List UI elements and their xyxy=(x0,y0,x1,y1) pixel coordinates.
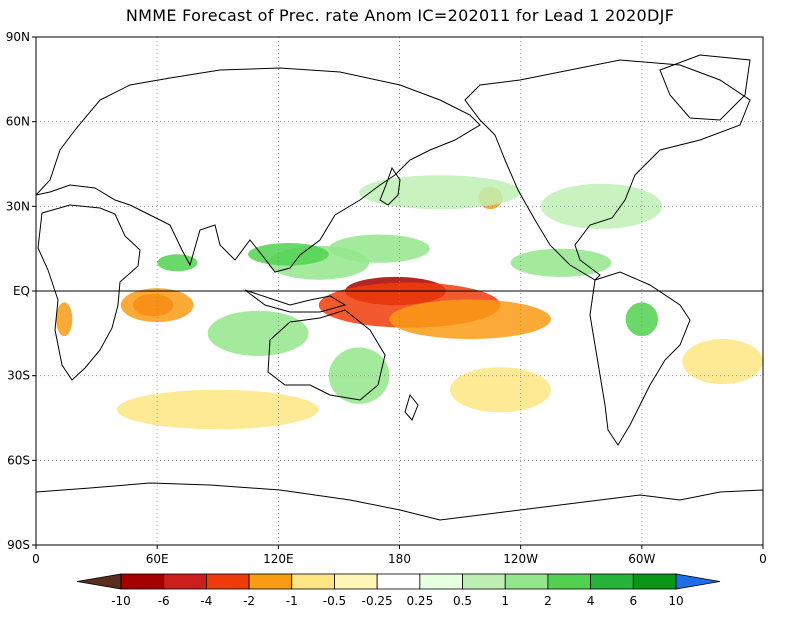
australia-coastline xyxy=(267,309,386,401)
colorbar-label: 0.25 xyxy=(406,594,433,608)
colorbar-label: -10 xyxy=(111,594,131,608)
colorbar-label: 4 xyxy=(587,594,595,608)
colorbar-box xyxy=(632,573,677,590)
colorbar-box xyxy=(120,573,165,590)
lat-label: EQ xyxy=(13,284,30,298)
anomaly-region-15 xyxy=(540,183,663,229)
colorbar-box xyxy=(248,573,293,590)
colorbar-arrow-high xyxy=(675,573,721,590)
colorbar: -10 -6 -4 -2 -1 -0.5 -0.25 0.25 0.5 1 2 4 6 10 xyxy=(76,573,721,608)
colorbar-box xyxy=(205,573,250,590)
indonesia-coastline xyxy=(244,289,347,313)
lat-label: 60N xyxy=(6,115,30,129)
lat-label: 90S xyxy=(7,538,30,552)
anomaly-region-13 xyxy=(510,248,612,277)
eurasia-coastline xyxy=(36,67,481,273)
lat-label: 30N xyxy=(6,199,30,213)
colorbar-label: 0.5 xyxy=(453,594,472,608)
greenland-coastline xyxy=(659,54,751,121)
colorbar-label: -0.25 xyxy=(362,594,393,608)
page-title: NMME Forecast of Prec. rate Anom IC=2020… xyxy=(125,6,675,25)
colorbar-label: -2 xyxy=(243,594,255,608)
colorbar-label: 10 xyxy=(668,594,683,608)
colorbar-box xyxy=(462,573,506,590)
colorbar-box xyxy=(376,573,421,590)
lon-label: 120W xyxy=(503,552,538,566)
anomaly-region-9 xyxy=(328,234,430,263)
anomaly-region-10 xyxy=(207,310,309,356)
anomaly-region-17 xyxy=(116,389,319,430)
south-america-coastline xyxy=(589,271,691,446)
colorbar-box xyxy=(419,573,463,590)
colorbar-box xyxy=(334,573,378,590)
anomaly-region-6 xyxy=(56,302,73,337)
colorbar-box xyxy=(547,573,592,590)
colorbar-box xyxy=(163,573,207,590)
colorbar-box xyxy=(291,573,335,590)
anomaly-region-19 xyxy=(682,338,763,385)
anomaly-region-12 xyxy=(328,347,390,404)
anomaly-region-11 xyxy=(157,254,198,272)
lon-label: 120E xyxy=(263,552,294,566)
colorbar-box xyxy=(504,573,549,590)
colorbar-label: 6 xyxy=(629,594,637,608)
colorbar-label: 2 xyxy=(544,594,552,608)
africa-coastline xyxy=(37,204,141,381)
gridlines xyxy=(36,37,763,545)
anomaly-region-2 xyxy=(389,299,551,339)
antarctica-coastline xyxy=(36,482,763,521)
lon-label: 0 xyxy=(759,552,767,566)
colorbar-label: -1 xyxy=(286,594,298,608)
north-america-coastline xyxy=(464,59,751,281)
colorbar-box xyxy=(590,573,634,590)
lat-label: 60S xyxy=(7,453,30,467)
anomaly-region-8 xyxy=(248,243,329,266)
lon-label: 0 xyxy=(32,552,40,566)
japan-coastline xyxy=(379,166,401,206)
colorbar-label: -6 xyxy=(158,594,170,608)
anomaly-region-14 xyxy=(625,302,658,337)
lat-label: 90N xyxy=(6,30,30,44)
lon-label: 60W xyxy=(628,552,655,566)
precip-anomaly-layer xyxy=(56,175,763,430)
newzealand-coastline xyxy=(404,393,419,421)
lat-label: 30S xyxy=(7,369,30,383)
colorbar-label: -0.5 xyxy=(323,594,346,608)
colorbar-arrow-low xyxy=(76,573,122,590)
colorbar-label: 1 xyxy=(501,594,509,608)
anomaly-region-18 xyxy=(449,367,551,413)
colorbar-label: -4 xyxy=(200,594,212,608)
coastlines xyxy=(36,54,763,521)
lon-label: 180 xyxy=(388,552,411,566)
lon-label: 60E xyxy=(146,552,169,566)
